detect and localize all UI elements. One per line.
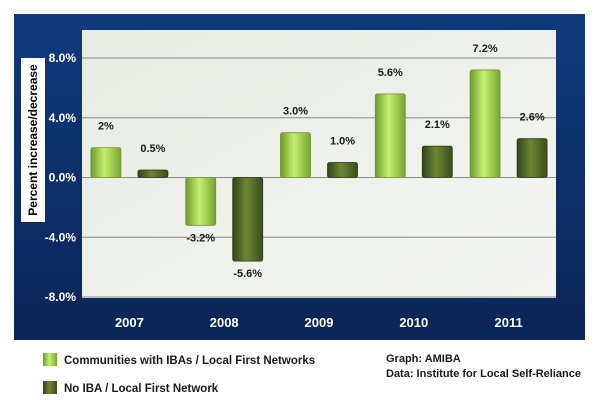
bar [280, 132, 311, 178]
data-label: 0.5% [140, 143, 165, 155]
bar [374, 93, 406, 178]
legend-item-communities: Communities with IBAs / Local First Netw… [43, 353, 315, 367]
x-tick-label: 2008 [210, 315, 239, 330]
legend: Communities with IBAs / Local First Netw… [43, 353, 315, 395]
data-label: 3.0% [283, 106, 308, 118]
x-tick-label: 2007 [115, 315, 144, 330]
data-labels: 2% 0.5% -3.2% -5.6% 3.0% 1.0% 5.6% 2.1% 7.2% 2.6% [98, 43, 545, 280]
x-tick-label: 2010 [399, 315, 428, 330]
legend-item-no-iba: No IBA / Local First Network [43, 381, 219, 395]
data-label: 2.1% [425, 119, 450, 131]
x-tick-label: 2011 [494, 315, 522, 330]
data-label: 1.0% [330, 136, 355, 148]
legend-swatch-no-iba [43, 381, 57, 394]
data-label: 2% [98, 121, 114, 133]
data-label: 5.6% [378, 67, 403, 79]
y-tick-label: 8.0% [49, 51, 77, 65]
data-label: 7.2% [473, 43, 498, 55]
legend-swatch-communities [43, 353, 57, 366]
credit-graph: Graph: AMIBA [386, 353, 461, 365]
bar [516, 138, 548, 178]
bar [232, 177, 264, 262]
bar [421, 145, 453, 178]
bar [327, 162, 358, 178]
y-tick-label: -8.0% [45, 290, 77, 304]
bar [469, 69, 501, 178]
bar [185, 177, 217, 226]
legend-label-no-iba: No IBA / Local First Network [64, 383, 219, 395]
legend-label-communities: Communities with IBAs / Local First Netw… [64, 355, 315, 367]
y-axis-ticks: 8.0% 4.0% 0.0% -4.0% -8.0% [45, 51, 77, 304]
y-axis-title: Percent increase/decrease [26, 64, 40, 216]
bar [137, 169, 169, 178]
data-label: -3.2% [186, 232, 215, 244]
x-axis-categories: 2007 2008 2009 2010 2011 [115, 315, 523, 330]
credit-data: Data: Institute for Local Self-Reliance [386, 368, 581, 380]
y-axis-title-box [21, 58, 45, 222]
y-tick-label: 0.0% [49, 171, 77, 185]
data-label: -5.6% [233, 268, 262, 280]
credits: Graph: AMIBA Data: Institute for Local S… [386, 353, 581, 380]
bars [90, 69, 548, 262]
data-label: 2.6% [520, 112, 545, 124]
y-tick-label: -4.0% [45, 230, 77, 244]
y-tick-label: 4.0% [49, 111, 77, 125]
bar [90, 147, 122, 178]
x-tick-label: 2009 [305, 315, 334, 330]
